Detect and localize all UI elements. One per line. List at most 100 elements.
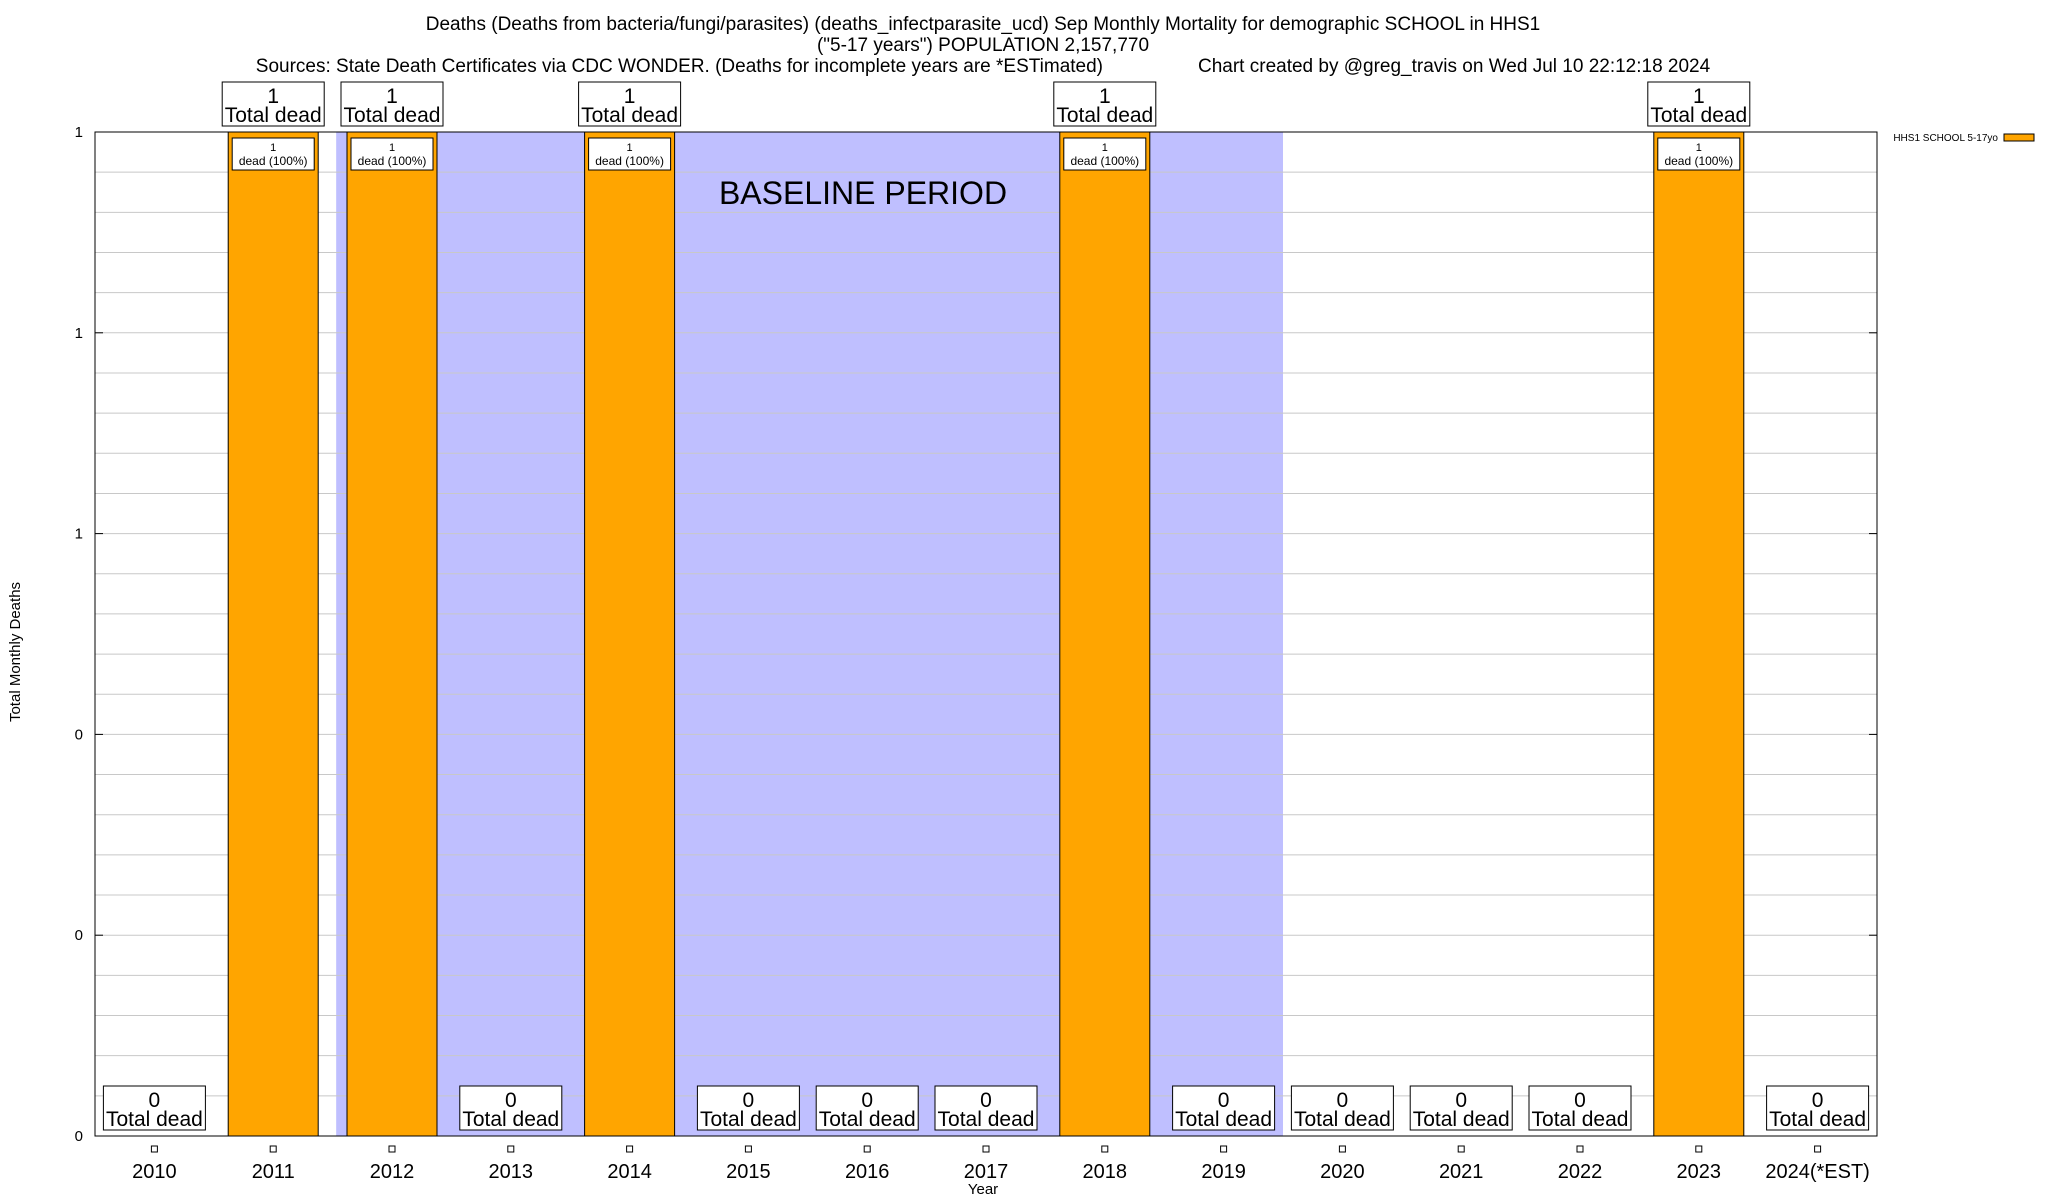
bar-value-percent: dead (100%) bbox=[1664, 154, 1733, 168]
total-dead-box bbox=[1053, 81, 1157, 127]
total-dead-count: 0 bbox=[1218, 1089, 1230, 1112]
total-dead-count: 1 bbox=[624, 85, 636, 108]
bar-value-box bbox=[231, 137, 315, 171]
x-tick-label: 2020 bbox=[1320, 1161, 1365, 1183]
total-dead-text: Total dead bbox=[1294, 1108, 1391, 1131]
total-dead-box bbox=[1647, 81, 1751, 127]
x-tick-label: 2021 bbox=[1439, 1161, 1484, 1183]
chart-title: Deaths (Deaths from bacteria/fungi/paras… bbox=[425, 14, 1541, 35]
total-dead-box bbox=[1766, 1085, 1870, 1131]
x-tick-label: 2013 bbox=[489, 1161, 534, 1183]
total-dead-count: 1 bbox=[267, 85, 279, 108]
x-tick-marker bbox=[150, 1145, 158, 1153]
total-dead-box bbox=[934, 1085, 1038, 1131]
x-tick-marker bbox=[1338, 1145, 1346, 1153]
x-tick-marker bbox=[744, 1145, 752, 1153]
bar-value-box bbox=[588, 137, 672, 171]
x-tick-marker bbox=[1457, 1145, 1465, 1153]
total-dead-text: Total dead bbox=[225, 104, 322, 127]
total-dead-box bbox=[221, 81, 325, 127]
bar-value-count: 1 bbox=[389, 142, 395, 154]
total-dead-box bbox=[102, 1085, 206, 1131]
total-dead-text: Total dead bbox=[1769, 1108, 1866, 1131]
y-tick-label: 0 bbox=[75, 726, 83, 743]
total-dead-count: 0 bbox=[505, 1089, 517, 1112]
bar bbox=[1653, 131, 1745, 1137]
x-tick-marker bbox=[626, 1145, 634, 1153]
x-axis-title: Year bbox=[968, 1181, 998, 1198]
total-dead-text: Total dead bbox=[462, 1108, 559, 1131]
bar bbox=[346, 131, 438, 1137]
total-dead-box bbox=[340, 81, 444, 127]
baseline-period-label: BASELINE PERIOD bbox=[719, 175, 1007, 211]
total-dead-box bbox=[1528, 1085, 1632, 1131]
x-tick-label: 2018 bbox=[1083, 1161, 1128, 1183]
plot-frame bbox=[94, 131, 1878, 1137]
bar-value-percent: dead (100%) bbox=[358, 154, 427, 168]
x-tick-label: 2014 bbox=[607, 1161, 652, 1183]
bar-value-percent: dead (100%) bbox=[239, 154, 308, 168]
chart-title-block: Deaths (Deaths from bacteria/fungi/paras… bbox=[0, 14, 1966, 77]
total-dead-text: Total dead bbox=[1650, 104, 1747, 127]
total-dead-box bbox=[459, 1085, 563, 1131]
total-dead-text: Total dead bbox=[938, 1108, 1035, 1131]
chart-subtitle: ("5-17 years") POPULATION 2,157,770 bbox=[816, 35, 1150, 56]
total-dead-text: Total dead bbox=[1175, 1108, 1272, 1131]
x-tick-label: 2015 bbox=[726, 1161, 771, 1183]
bar-value-box bbox=[350, 137, 434, 171]
total-dead-count: 0 bbox=[861, 1089, 873, 1112]
total-dead-box bbox=[1290, 1085, 1394, 1131]
x-tick-label: 2011 bbox=[252, 1161, 295, 1183]
y-tick-label: 1 bbox=[75, 325, 83, 342]
total-dead-count: 0 bbox=[1455, 1089, 1467, 1112]
total-dead-text: Total dead bbox=[106, 1108, 203, 1131]
legend-label: HHS1 SCHOOL 5-17yo bbox=[1893, 133, 1998, 144]
total-dead-count: 0 bbox=[1812, 1089, 1824, 1112]
chart-credit: Chart created by @greg_travis on Wed Jul… bbox=[1198, 56, 1711, 77]
x-tick-marker bbox=[388, 1145, 396, 1153]
bars bbox=[227, 131, 1745, 1137]
total-dead-box bbox=[815, 1085, 919, 1131]
x-tick-label: 2017 bbox=[964, 1161, 1009, 1183]
y-tick-label: 0 bbox=[75, 1128, 83, 1145]
total-dead-box bbox=[1172, 1085, 1276, 1131]
total-dead-count: 1 bbox=[1693, 85, 1705, 108]
x-tick-marker bbox=[1695, 1145, 1703, 1153]
total-dead-box bbox=[696, 1085, 800, 1131]
bar-value-count: 1 bbox=[270, 142, 276, 154]
bar-value-percent: dead (100%) bbox=[1070, 154, 1139, 168]
total-dead-text: Total dead bbox=[1056, 104, 1153, 127]
x-tick-marker bbox=[1101, 1145, 1109, 1153]
x-tick-marker bbox=[507, 1145, 515, 1153]
bar bbox=[1059, 131, 1151, 1137]
x-tick-label: 2010 bbox=[132, 1161, 177, 1183]
y-tick-label: 1 bbox=[75, 526, 83, 543]
bar-value-percent: dead (100%) bbox=[595, 154, 664, 168]
x-tick-marker bbox=[269, 1145, 277, 1153]
x-tick-marker bbox=[863, 1145, 871, 1153]
x-tick-label: 2022 bbox=[1558, 1161, 1603, 1183]
total-dead-count: 0 bbox=[149, 1089, 161, 1112]
y-tick-label: 0 bbox=[75, 927, 83, 944]
bar-value-box bbox=[1657, 137, 1741, 171]
chart-source-row: Sources: State Death Certificates via CD… bbox=[0, 56, 1966, 77]
x-tick-label: 2023 bbox=[1677, 1161, 1722, 1183]
total-dead-count: 0 bbox=[1574, 1089, 1586, 1112]
bar-value-count: 1 bbox=[1102, 142, 1108, 154]
total-dead-box bbox=[578, 81, 682, 127]
total-dead-count: 0 bbox=[1337, 1089, 1349, 1112]
legend: HHS1 SCHOOL 5-17yo bbox=[1893, 133, 2035, 144]
bar bbox=[584, 131, 676, 1137]
y-axis-title: Total Monthly Deaths bbox=[7, 582, 24, 722]
bar-value-count: 1 bbox=[1696, 142, 1702, 154]
total-dead-count: 0 bbox=[980, 1089, 992, 1112]
total-dead-box bbox=[1409, 1085, 1513, 1131]
total-dead-text: Total dead bbox=[700, 1108, 797, 1131]
total-dead-text: Total dead bbox=[581, 104, 678, 127]
x-tick-marker bbox=[1220, 1145, 1228, 1153]
x-tick-label: 2024(*EST) bbox=[1765, 1161, 1870, 1183]
bar bbox=[227, 131, 319, 1137]
total-dead-count: 0 bbox=[743, 1089, 755, 1112]
